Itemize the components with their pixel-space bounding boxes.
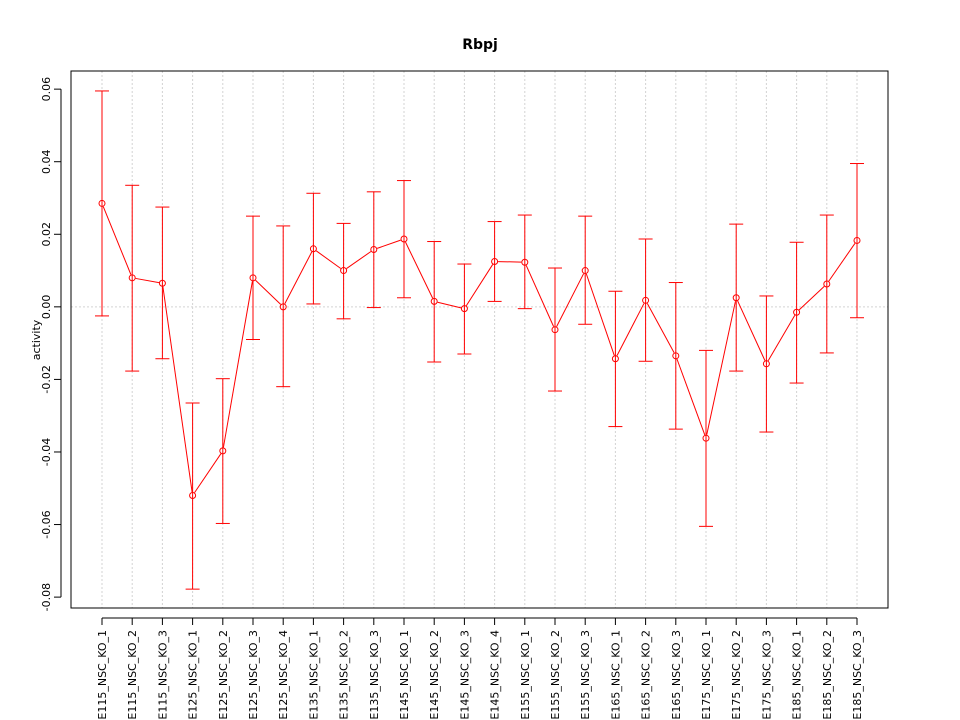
series-line-segment — [616, 303, 645, 356]
x-tick-label: E165_NSC_KO_2 — [640, 630, 653, 720]
y-tick-label: -0.02 — [40, 365, 53, 393]
y-tick-label: 0.06 — [40, 77, 53, 102]
data-point — [460, 305, 468, 313]
y-tick-label: -0.06 — [40, 510, 53, 538]
x-tick-label: E145_NSC_KO_1 — [398, 630, 411, 720]
data-point — [400, 235, 408, 243]
data-points — [98, 199, 861, 500]
data-point — [340, 267, 348, 275]
data-point — [732, 294, 740, 302]
x-tick-label: E135_NSC_KO_1 — [307, 630, 320, 720]
series — [102, 206, 856, 493]
series-line-segment — [798, 286, 825, 311]
data-point — [249, 274, 257, 282]
x-tick-label: E155_NSC_KO_3 — [579, 630, 592, 720]
series-line-segment — [676, 358, 706, 436]
x-tick-label: E175_NSC_KO_2 — [730, 630, 743, 720]
x-tick-label: E125_NSC_KO_3 — [247, 630, 260, 720]
data-point — [430, 297, 438, 305]
data-point — [793, 308, 801, 316]
data-point — [128, 274, 136, 282]
series-line-segment — [767, 315, 796, 362]
data-point — [611, 355, 619, 363]
series-line-segment — [376, 239, 401, 249]
y-tick-label: 0.00 — [40, 295, 53, 320]
series-line-segment — [135, 277, 160, 284]
x-tick-label: E135_NSC_KO_3 — [368, 630, 381, 720]
data-point — [702, 434, 710, 442]
data-point — [642, 296, 650, 304]
y-tick-label: -0.04 — [40, 438, 53, 466]
series-line-segment — [465, 264, 494, 306]
grid — [71, 71, 888, 608]
y-axis-label: activity — [30, 319, 43, 360]
series-line-segment — [284, 251, 313, 304]
series-line-segment — [525, 265, 555, 327]
series-line-segment — [346, 251, 372, 269]
series-line-segment — [405, 241, 434, 299]
x-axis: E115_NSC_KO_1 E115_NSC_KO_2 E115_NSC_KO_3 E… — [96, 617, 864, 720]
series-line-segment — [706, 301, 736, 435]
x-tick-label: E125_NSC_KO_4 — [277, 630, 290, 720]
data-point — [762, 360, 770, 368]
series-line-segment — [162, 286, 193, 493]
y-tick-label: 0.02 — [40, 222, 53, 247]
data-point — [279, 303, 287, 311]
x-tick-label: E145_NSC_KO_2 — [428, 630, 441, 720]
x-tick-label: E155_NSC_KO_2 — [549, 630, 562, 720]
series-line-segment — [498, 261, 522, 263]
x-tick-label: E115_NSC_KO_2 — [126, 630, 139, 720]
chart-title: Rbpj — [462, 37, 498, 53]
series-line-segment — [315, 250, 342, 269]
series-line-segment — [585, 273, 615, 356]
data-point — [853, 236, 861, 244]
error-bars — [95, 90, 864, 590]
x-tick-label: E185_NSC_KO_2 — [821, 630, 834, 720]
y-tick-label: -0.08 — [40, 583, 53, 611]
x-tick-label: E145_NSC_KO_4 — [489, 630, 502, 720]
data-point — [309, 245, 317, 253]
x-tick-label: E175_NSC_KO_3 — [760, 630, 773, 720]
series-line-segment — [222, 281, 253, 448]
x-tick-label: E185_NSC_KO_3 — [851, 630, 864, 720]
series-line-segment — [194, 453, 222, 493]
data-point — [551, 326, 559, 334]
data-point — [581, 267, 589, 275]
x-tick-label: E135_NSC_KO_2 — [338, 630, 351, 720]
series-line-segment — [737, 300, 766, 361]
data-point — [823, 280, 831, 288]
x-tick-label: E185_NSC_KO_1 — [791, 630, 804, 720]
data-point — [521, 258, 529, 266]
series-line-segment — [437, 301, 462, 309]
data-point — [370, 246, 378, 254]
x-tick-label: E125_NSC_KO_1 — [187, 630, 200, 720]
x-tick-label: E155_NSC_KO_1 — [519, 630, 532, 720]
series-line-segment — [828, 243, 856, 282]
series-line-segment — [102, 206, 132, 275]
series-line-segment — [556, 273, 585, 327]
data-point — [491, 257, 499, 265]
x-tick-label: E125_NSC_KO_2 — [217, 630, 230, 720]
x-tick-label: E115_NSC_KO_1 — [96, 630, 109, 720]
x-tick-label: E115_NSC_KO_3 — [156, 630, 169, 720]
y-tick-label: 0.04 — [40, 149, 53, 174]
series-line-segment — [646, 303, 675, 353]
series-line-segment — [255, 279, 282, 305]
x-tick-label: E165_NSC_KO_3 — [670, 630, 683, 720]
data-point — [189, 492, 197, 500]
x-tick-label: E145_NSC_KO_3 — [458, 630, 471, 720]
data-point — [98, 199, 106, 207]
plot-frame — [70, 70, 889, 609]
x-tick-label: E175_NSC_KO_1 — [700, 630, 713, 720]
data-point — [158, 279, 166, 287]
data-point — [219, 447, 227, 455]
x-tick-label: E165_NSC_KO_1 — [609, 630, 622, 720]
data-point — [672, 352, 680, 360]
y-axis: -0.08 -0.06 -0.04 -0.02 0.00 0.02 0.04 0.06 — [40, 77, 62, 611]
